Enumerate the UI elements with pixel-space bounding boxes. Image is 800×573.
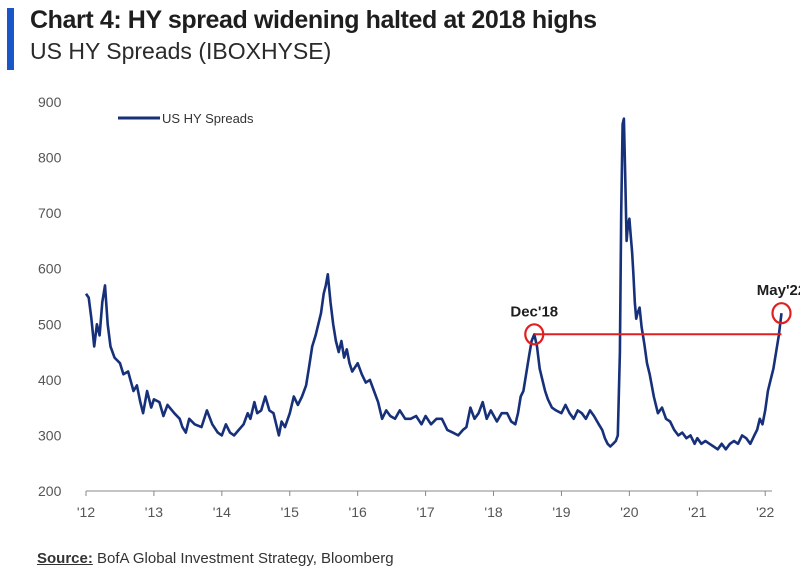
legend: US HY Spreads xyxy=(118,111,254,126)
annotation-label: May'22 xyxy=(757,282,800,299)
x-tick-label: '14 xyxy=(213,504,231,520)
x-tick-label: '16 xyxy=(349,504,367,520)
x-tick-label: '19 xyxy=(552,504,570,520)
source-text: BofA Global Investment Strategy, Bloombe… xyxy=(97,550,394,567)
y-tick-label: 900 xyxy=(38,94,62,110)
annotation-layer: Dec'18 May'22 xyxy=(510,282,800,346)
title-accent-bar xyxy=(7,8,14,70)
y-axis: 200 300 400 500 600 700 800 900 xyxy=(38,94,62,499)
x-tick-label: '22 xyxy=(756,504,774,520)
series-line-us-hy-spreads xyxy=(84,117,783,451)
x-tick-label: '18 xyxy=(484,504,502,520)
source-note: Source: BofA Global Investment Strategy,… xyxy=(37,550,394,567)
y-tick-label: 400 xyxy=(38,372,62,388)
annotation-circle xyxy=(524,323,545,346)
x-axis: '12 '13 '14 '15 '16 '17 '18 '19 '20 '21 '22 xyxy=(77,490,775,520)
x-tick-label: '21 xyxy=(688,504,706,520)
y-tick-label: 300 xyxy=(38,427,62,443)
y-tick-label: 800 xyxy=(38,150,62,166)
legend-label: US HY Spreads xyxy=(162,111,254,126)
x-tick-label: '12 xyxy=(77,504,95,520)
x-tick-label: '15 xyxy=(281,504,299,520)
y-tick-label: 200 xyxy=(38,483,62,499)
y-tick-label: 600 xyxy=(38,261,62,277)
x-tick-label: '17 xyxy=(416,504,434,520)
source-label: Source: xyxy=(37,550,93,567)
annotation-label: Dec'18 xyxy=(510,303,558,320)
chart-subtitle: US HY Spreads (IBOXHYSE) xyxy=(30,38,332,64)
x-tick-label: '20 xyxy=(620,504,638,520)
y-tick-label: 500 xyxy=(38,316,62,332)
x-tick-label: '13 xyxy=(145,504,163,520)
chart-title: Chart 4: HY spread widening halted at 20… xyxy=(30,6,597,34)
y-tick-label: 700 xyxy=(38,205,62,221)
series-layer xyxy=(84,117,783,451)
annotation-circle xyxy=(771,302,792,325)
